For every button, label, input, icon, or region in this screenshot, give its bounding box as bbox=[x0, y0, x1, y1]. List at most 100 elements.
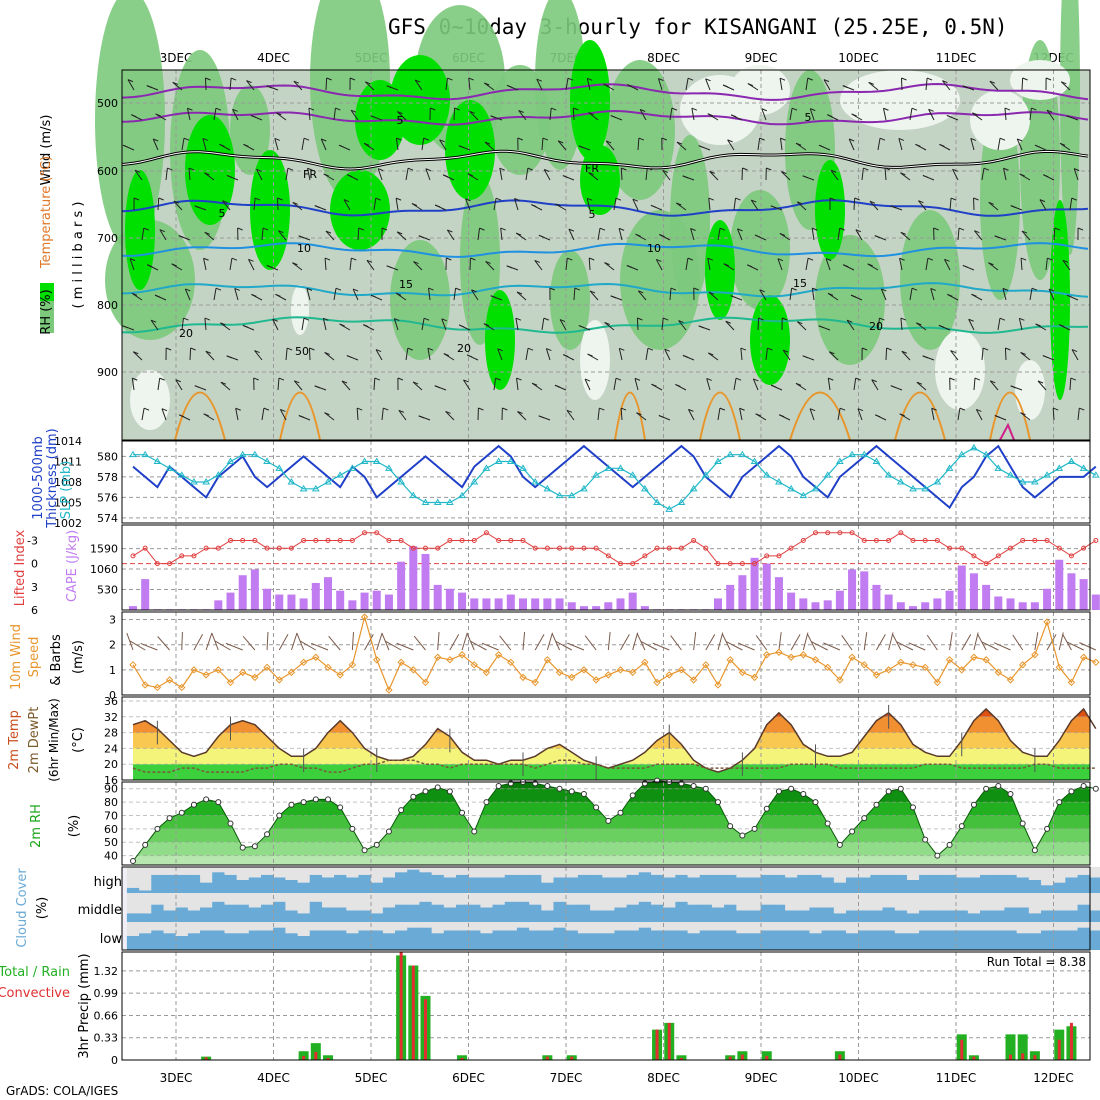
wind-barb-flag bbox=[707, 113, 713, 117]
wind-barb bbox=[1018, 318, 1023, 331]
cloud-clear bbox=[955, 867, 969, 878]
cloud-bar bbox=[821, 907, 835, 922]
cape-bar bbox=[811, 602, 820, 610]
wind-barb bbox=[516, 291, 527, 301]
wind-barb-flag bbox=[159, 229, 166, 233]
thickness-label-b: Thickness (dm) bbox=[45, 428, 60, 528]
bottom-date-label: 4DEC bbox=[257, 1071, 290, 1085]
wind-barb-flag bbox=[1010, 385, 1016, 389]
lifted-index-point bbox=[886, 537, 892, 543]
cloud-bar bbox=[431, 933, 445, 950]
wind-barb-flag bbox=[554, 384, 561, 388]
cloud-bar bbox=[736, 877, 749, 893]
cloud-bar bbox=[894, 933, 908, 950]
wind10m-point bbox=[653, 678, 661, 687]
lifted-index-point bbox=[764, 553, 770, 559]
lifted-index-point bbox=[776, 553, 782, 559]
wind-barb bbox=[324, 352, 335, 361]
wind-barb bbox=[324, 412, 335, 421]
cloud-panel bbox=[121, 866, 1100, 951]
cloud-clear bbox=[370, 893, 384, 914]
wind-barb-flag bbox=[802, 175, 808, 179]
slp-point bbox=[750, 457, 759, 464]
cloud-bar bbox=[821, 930, 835, 950]
cloud-bar bbox=[468, 877, 481, 893]
wind-barb bbox=[278, 230, 287, 241]
cape-label: CAPE (J/kg) bbox=[65, 530, 80, 602]
wind10m-point bbox=[641, 658, 649, 667]
wind-tick: 0 bbox=[109, 689, 116, 702]
cloud-clear bbox=[845, 867, 859, 878]
wind10m-point bbox=[677, 666, 686, 674]
wind-barb bbox=[134, 169, 143, 181]
cloud-label-b: (%) bbox=[35, 897, 50, 920]
bottom-date-label: 3DEC bbox=[160, 1071, 193, 1085]
wind-barb-flag bbox=[850, 294, 857, 298]
wind-barb bbox=[222, 200, 231, 211]
slp-point bbox=[397, 478, 406, 485]
wind-barb-flag bbox=[587, 353, 593, 357]
wind-barb-flag bbox=[589, 257, 595, 261]
wind10m-point bbox=[251, 673, 259, 682]
wind-barb bbox=[157, 197, 160, 211]
wind-barb bbox=[909, 108, 913, 121]
cloud-clear bbox=[809, 893, 823, 908]
wind-barb-flag bbox=[277, 197, 283, 201]
rh2m-point bbox=[702, 785, 709, 792]
wind-barb bbox=[588, 172, 599, 181]
cloud-bar bbox=[529, 930, 542, 950]
lifted-index-point bbox=[374, 530, 380, 536]
cloud-bar bbox=[492, 904, 506, 922]
cloud-clear bbox=[455, 867, 469, 875]
cloud-bar bbox=[894, 910, 908, 922]
wind-barb-flag bbox=[143, 407, 150, 411]
wind10m-barb bbox=[620, 634, 630, 651]
cloud-bar bbox=[468, 930, 481, 950]
temp2m-label-a: 2m Temp bbox=[7, 710, 22, 770]
wind-barb bbox=[618, 228, 623, 241]
rh2m-point bbox=[800, 791, 807, 798]
upper-frame bbox=[121, 69, 1091, 441]
cloud-bar bbox=[455, 930, 469, 950]
cloud-clear bbox=[833, 867, 847, 883]
lifted-index-point bbox=[362, 530, 368, 536]
wind10m-point bbox=[446, 656, 454, 664]
wind-barb-flag bbox=[797, 321, 803, 325]
wind-barb bbox=[272, 319, 279, 331]
cloud-clear bbox=[992, 867, 1005, 875]
cloud-clear bbox=[492, 867, 506, 878]
wind-barb-flag bbox=[1010, 205, 1017, 209]
wind-barb bbox=[188, 167, 191, 181]
wind10m-point bbox=[238, 668, 247, 677]
cloud-bar bbox=[858, 930, 871, 950]
rh2m-point bbox=[690, 783, 697, 790]
slp-point bbox=[982, 450, 991, 458]
rh2m-labels: 2m RH (%) bbox=[29, 804, 82, 848]
cloud-clear bbox=[431, 867, 445, 875]
wind-barb-flag bbox=[705, 78, 711, 82]
wind-barb-flag bbox=[434, 204, 441, 208]
lifted-index-point bbox=[922, 537, 928, 543]
wind-barb-flag bbox=[555, 203, 561, 207]
slp-point bbox=[738, 450, 747, 458]
cloud-bar bbox=[1053, 882, 1066, 893]
cloud-bar bbox=[151, 874, 164, 893]
wind-barb-flag bbox=[518, 110, 524, 113]
wind-barb-flag bbox=[248, 258, 254, 262]
precip-conv-bar bbox=[972, 1056, 976, 1060]
wind-barb-flag bbox=[958, 227, 965, 231]
wind-barb bbox=[381, 408, 384, 421]
cloud-bar bbox=[845, 910, 859, 922]
rh2m-point bbox=[300, 799, 307, 806]
wind-barb bbox=[514, 198, 519, 211]
wind-barb-flag bbox=[900, 317, 907, 321]
wind-barb-flag bbox=[807, 257, 814, 261]
rh-contour-mid bbox=[815, 235, 885, 365]
cape-tick: 1060 bbox=[90, 563, 118, 576]
wind-barb bbox=[1045, 258, 1048, 271]
cloud-clear bbox=[699, 867, 713, 875]
wind-barb-flag bbox=[349, 77, 356, 81]
wind-barb-flag bbox=[1022, 77, 1028, 81]
cape-bar bbox=[1006, 598, 1015, 610]
wind10m-point bbox=[360, 613, 369, 621]
